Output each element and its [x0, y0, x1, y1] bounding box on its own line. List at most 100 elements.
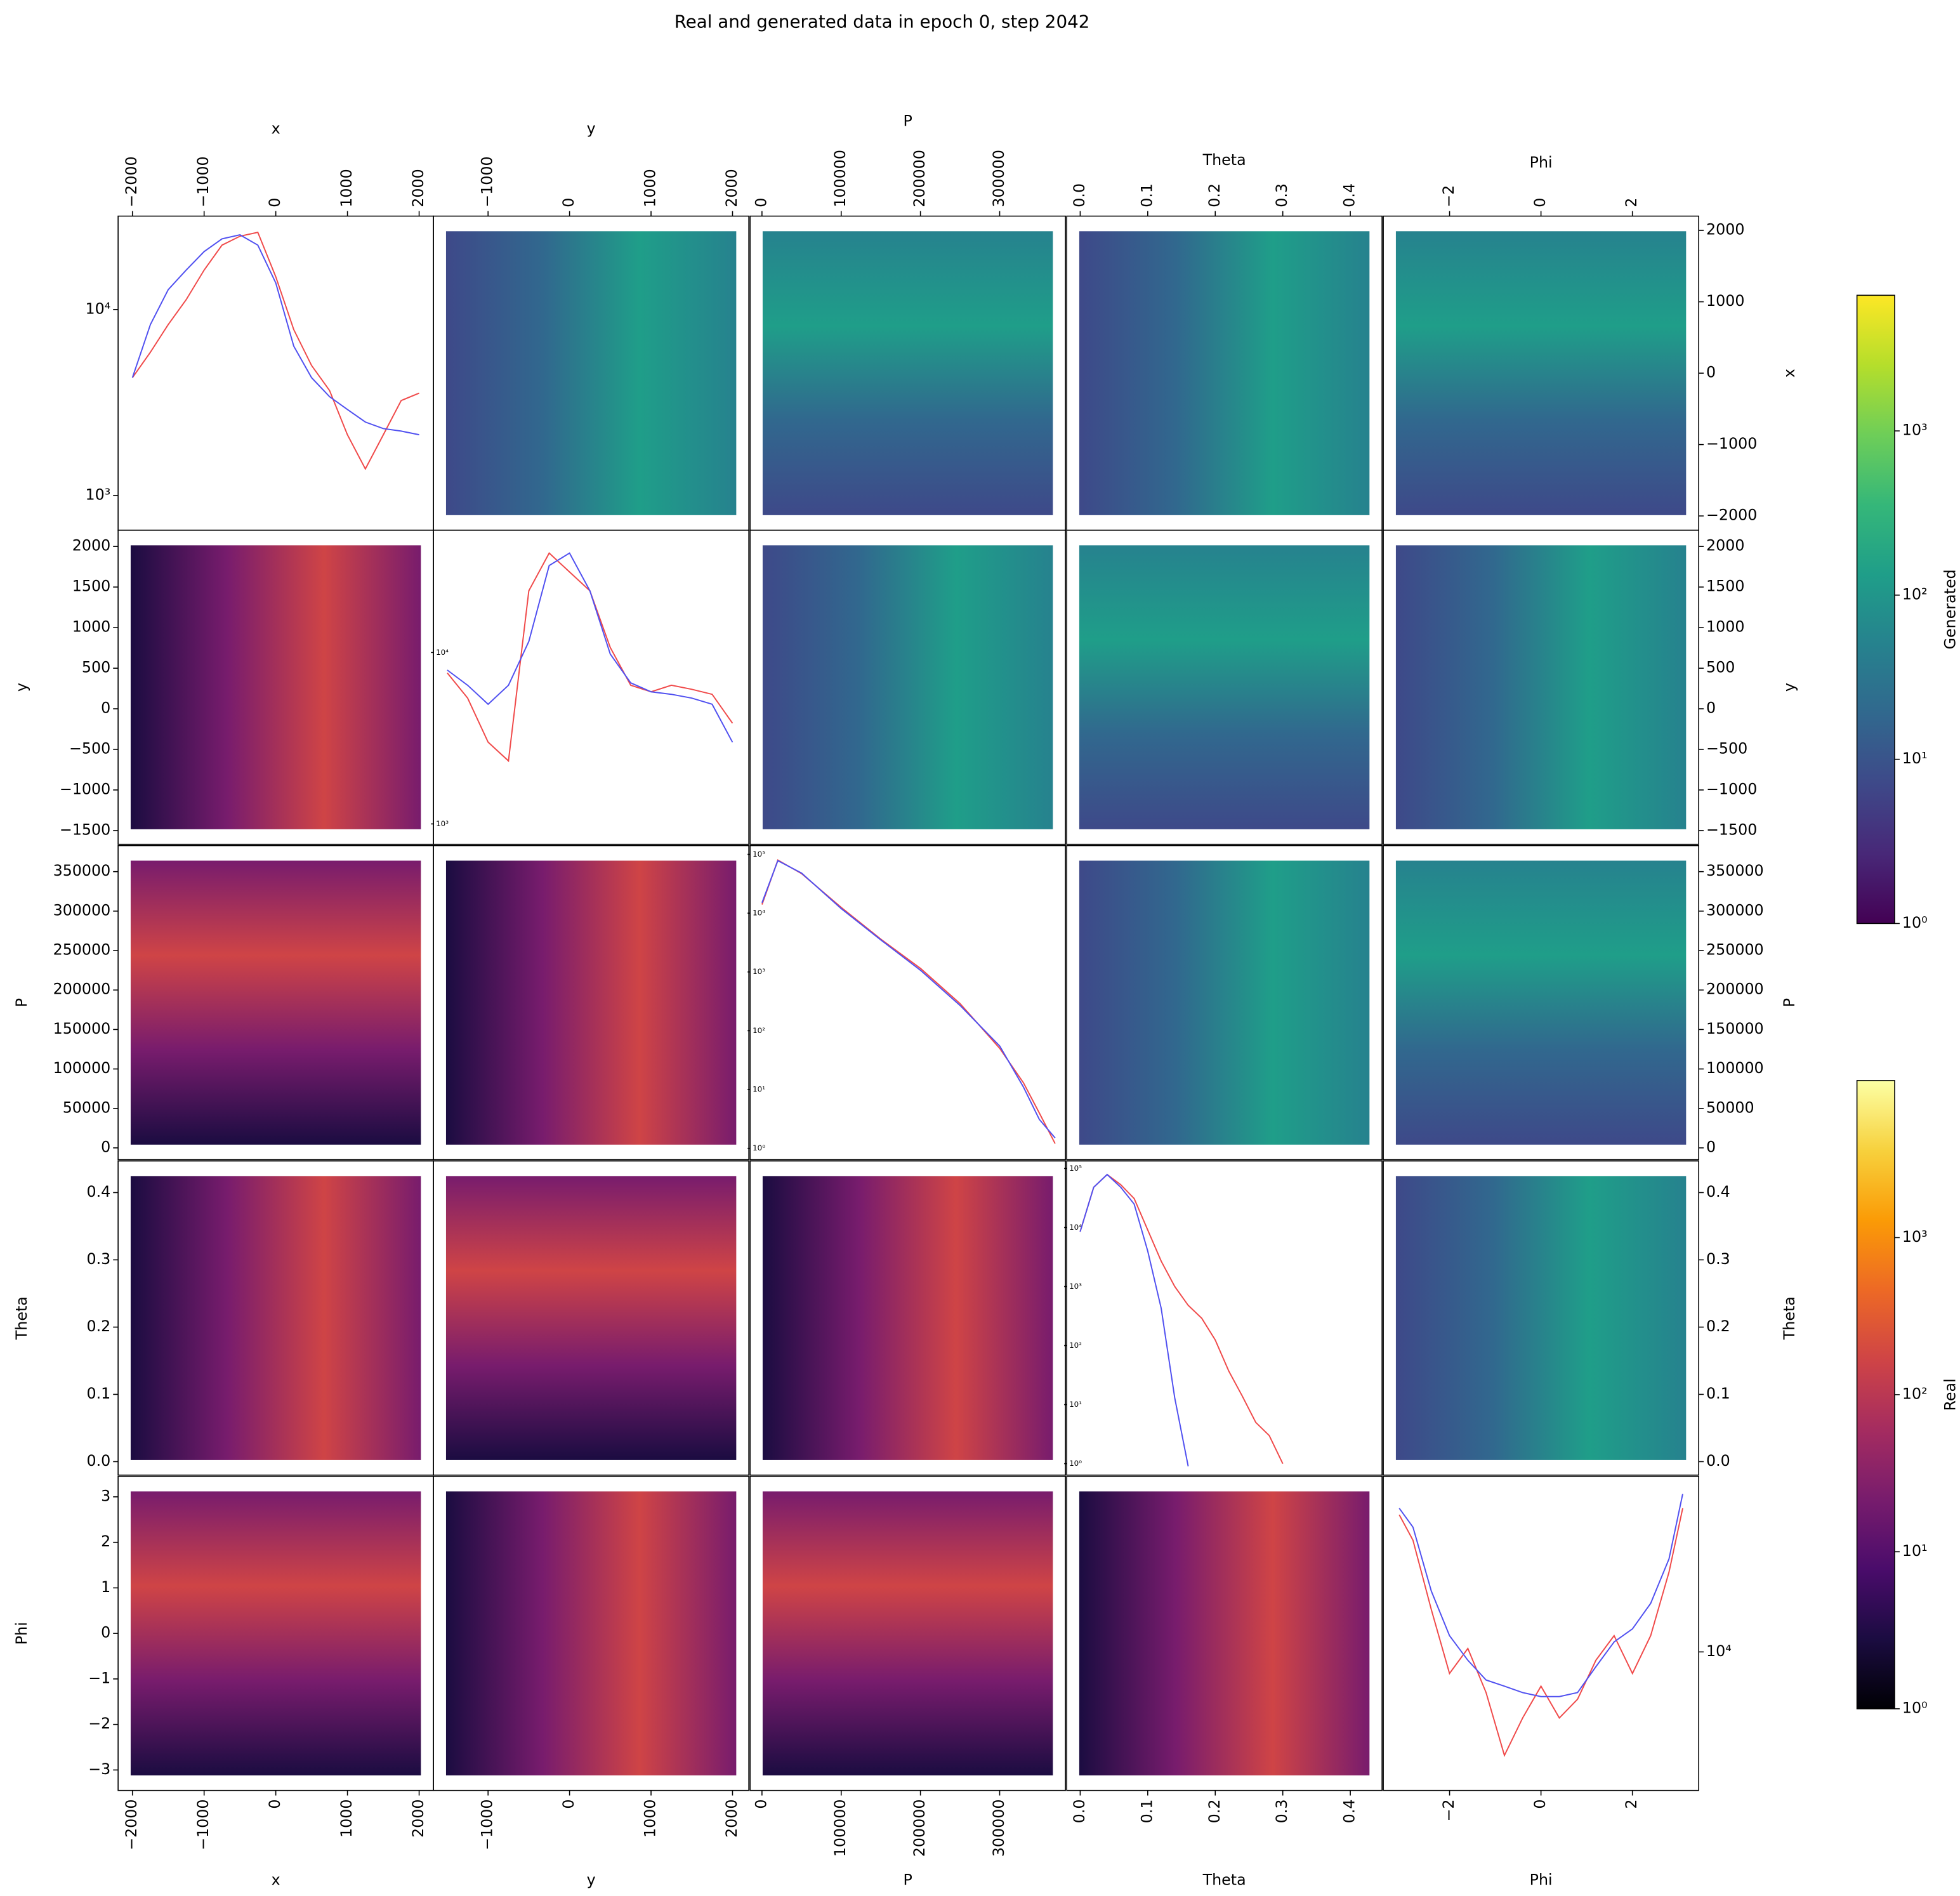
x-tick-label-bottom: 0 [266, 1800, 284, 1809]
x-tick-label-bottom: 0.0 [1070, 1800, 1088, 1824]
x-tick-label-bottom: 2000 [723, 1800, 740, 1838]
panel-frame [433, 1160, 749, 1476]
y-tick-label: 10⁴ [436, 648, 449, 657]
x-tick-label-top: 200000 [911, 150, 928, 207]
x-tick-label-top: 2000 [409, 169, 427, 207]
y-tick-label-left: −1500 [60, 820, 110, 838]
y-tick-label-right: 0 [1706, 1138, 1716, 1155]
x-tick-label-top: 0.0 [1070, 183, 1088, 207]
y-tick-label-left: 1 [101, 1578, 110, 1596]
column-label-bottom: y [587, 1871, 596, 1889]
y-tick-label-left: 1000 [72, 618, 110, 636]
histogram-line [131, 231, 419, 471]
y-tick-label-right: 0.1 [1706, 1385, 1730, 1402]
histogram-line [761, 859, 1056, 1144]
row-label-left: y [13, 683, 30, 692]
x-tick-label-top: −2000 [122, 156, 140, 207]
y-tick-label-right: −2000 [1706, 506, 1757, 524]
x-tick-label-top: 0.4 [1341, 183, 1358, 207]
histogram-line [1398, 1494, 1683, 1697]
y-tick-label-right: −1000 [1706, 435, 1757, 452]
panel-frame [1066, 1160, 1383, 1476]
x-tick-label-bottom: 100000 [831, 1800, 849, 1857]
y-tick-label-right: 0 [1706, 699, 1716, 717]
histogram-line [1398, 1508, 1683, 1758]
colorbar-tick-label: 10¹ [1902, 1542, 1928, 1560]
y-tick-label: 10² [753, 1026, 765, 1035]
x-tick-label-bottom: 1000 [338, 1800, 355, 1838]
x-tick-label-top: 0.3 [1273, 183, 1291, 207]
column-label-top: y [587, 119, 596, 137]
panel-frame [749, 845, 1066, 1161]
y-tick-label: 10² [1069, 1341, 1082, 1350]
y-tick-label: 10¹ [753, 1085, 765, 1094]
y-tick-label: 10³ [436, 819, 449, 828]
column-label-top: Theta [1202, 151, 1246, 169]
hist2d-generated [1079, 545, 1370, 829]
y-tick-label: 10⁵ [1069, 1164, 1082, 1173]
figure-title: Real and generated data in epoch 0, step… [674, 11, 1090, 32]
colorbar-tick-label: 10³ [1902, 1228, 1928, 1246]
row-label-right: y [1780, 683, 1798, 692]
x-tick-label-bottom: 0 [1531, 1800, 1549, 1809]
panel-frame [1383, 529, 1699, 845]
column-label-bottom: Phi [1530, 1871, 1553, 1889]
panel-frame [1383, 845, 1699, 1161]
y-tick-label-right: 2000 [1706, 221, 1744, 239]
x-tick-label-bottom: 300000 [990, 1800, 1008, 1857]
x-tick-label-top: −1000 [194, 156, 212, 207]
panel-frame [1383, 1160, 1699, 1476]
hist2d-real [130, 1491, 421, 1775]
x-tick-label-top: 0.2 [1206, 183, 1223, 207]
panel-frame [1066, 845, 1383, 1161]
y-tick-label-left: 0 [101, 1138, 110, 1155]
y-tick-label: 10⁰ [1069, 1459, 1082, 1468]
x-tick-label-top: −1000 [478, 156, 496, 207]
y-tick-label-left: −1000 [60, 780, 110, 798]
panel-frame [1066, 529, 1383, 845]
hist2d-real [130, 860, 421, 1145]
y-tick-label-left: 50000 [63, 1098, 111, 1116]
x-tick-label-top: 0 [1531, 198, 1549, 207]
hist2d-real [445, 1176, 737, 1460]
y-tick-label-left: 3 [101, 1487, 110, 1504]
x-tick-label-top: 300000 [990, 150, 1008, 207]
x-tick-label-top: 0 [752, 198, 770, 207]
histogram-line [761, 859, 1056, 1139]
x-tick-label-top: 1000 [338, 169, 355, 207]
y-tick-label-right: 2000 [1706, 537, 1744, 555]
x-tick-label-bottom: −2 [1440, 1800, 1457, 1822]
column-label-bottom: x [272, 1871, 280, 1889]
y-tick-label: 10⁴ [753, 909, 765, 918]
panel-frame [749, 1475, 1066, 1791]
y-tick-label: 10¹ [1069, 1400, 1082, 1409]
y-tick-label: 10³ [753, 967, 765, 976]
colorbar-tick-label: 10⁰ [1902, 914, 1928, 932]
row-label-left: P [13, 998, 30, 1007]
hist2d-generated [1395, 1176, 1687, 1460]
panel-frame [1066, 1475, 1383, 1791]
y-tick-label-left: 100000 [53, 1059, 111, 1077]
x-tick-label-bottom: 0 [752, 1800, 770, 1809]
y-tick-label-left: 300000 [53, 901, 111, 919]
y-tick-label-right: 500 [1706, 659, 1735, 676]
y-tick-label-right: −500 [1706, 739, 1747, 757]
x-tick-label-bottom: 0.1 [1138, 1800, 1155, 1824]
x-tick-label-bottom: 1000 [641, 1800, 659, 1838]
y-tick-label-right: 1500 [1706, 577, 1744, 595]
x-tick-label-top: 0.1 [1138, 183, 1155, 207]
hist2d-real [762, 1176, 1053, 1460]
hist2d-real [445, 1491, 737, 1775]
panel-frame [433, 529, 749, 845]
colorbar-tick-label: 10³ [1902, 421, 1928, 439]
y-tick-label-right: 100000 [1706, 1059, 1764, 1077]
y-tick-label-right: 50000 [1706, 1098, 1754, 1116]
hist2d-generated [762, 545, 1053, 829]
y-tick-label-right: 0.0 [1706, 1452, 1730, 1470]
y-tick-label: 10³ [1069, 1282, 1082, 1291]
hist2d-generated [445, 231, 737, 515]
y-tick-label-right: 150000 [1706, 1020, 1764, 1037]
x-tick-label-bottom: 0 [560, 1800, 577, 1809]
row-label-right: x [1780, 369, 1798, 378]
